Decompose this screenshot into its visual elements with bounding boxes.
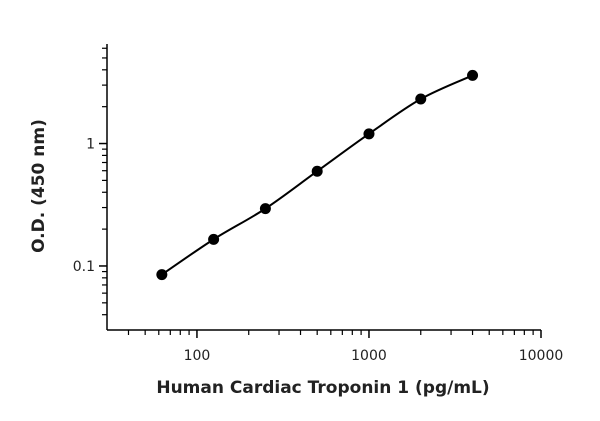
y-tick-label: 0.1 <box>73 259 95 275</box>
y-tick-label: 1 <box>86 137 95 153</box>
x-tick-label: 10000 <box>519 348 564 364</box>
x-axis-title: Human Cardiac Troponin 1 (pg/mL) <box>156 378 489 398</box>
data-point <box>363 128 375 140</box>
y-axis-title: O.D. (450 nm) <box>29 119 49 253</box>
x-tick-label: 100 <box>184 348 211 364</box>
x-tick-label: 1000 <box>351 348 387 364</box>
data-point <box>467 69 479 81</box>
data-point <box>156 269 168 281</box>
data-point <box>259 203 271 215</box>
data-point <box>208 233 220 245</box>
data-point <box>415 93 427 105</box>
data-point <box>311 165 323 177</box>
